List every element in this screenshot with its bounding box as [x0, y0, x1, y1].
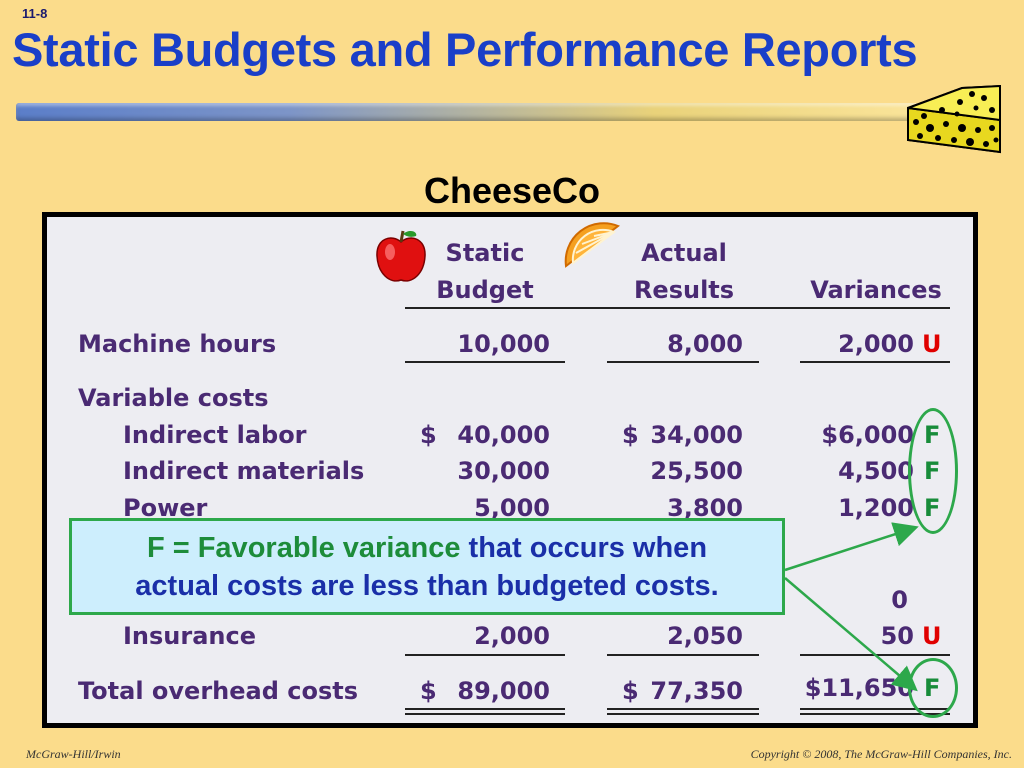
- rule: [405, 654, 565, 656]
- rule: [800, 361, 950, 363]
- footer-publisher: McGraw-Hill/Irwin: [26, 747, 121, 761]
- indirect-materials-flag: F: [924, 457, 941, 485]
- insurance-variance: 50: [880, 622, 914, 650]
- performance-report-table: [42, 212, 978, 728]
- machine-hours-label: Machine hours: [78, 330, 277, 358]
- callout-text: that occurs when: [460, 532, 708, 564]
- machine-hours-flag: U: [922, 330, 942, 358]
- static-budget-header-line1: Static: [445, 239, 525, 267]
- title-underline-bar: [16, 103, 928, 121]
- machine-hours-actual: 8,000: [667, 330, 743, 358]
- machine-hours-budget: 10,000: [457, 330, 550, 358]
- total-budget: 89,000: [457, 677, 550, 705]
- indirect-materials-label: Indirect materials: [123, 457, 365, 485]
- variances-header: Variances: [810, 276, 942, 304]
- power-variance: 1,200: [838, 494, 914, 522]
- rule: [405, 361, 565, 363]
- rule: [607, 654, 759, 656]
- callout-term: F = Favorable variance: [146, 532, 461, 564]
- actual-results-header-line1: Actual: [641, 239, 727, 267]
- callout-line1: F = Favorable variance that occurs when: [72, 529, 782, 567]
- indirect-labor-budget: 40,000: [457, 421, 550, 449]
- indirect-labor-actual-symbol: $: [622, 421, 639, 449]
- indirect-materials-variance: 4,500: [838, 457, 914, 485]
- insurance-actual: 2,050: [667, 622, 743, 650]
- total-overhead-label: Total overhead costs: [78, 677, 359, 705]
- header-rule: [405, 307, 950, 309]
- callout-line2: actual costs are less than budgeted cost…: [135, 570, 719, 602]
- total-budget-symbol: $: [420, 677, 437, 705]
- favorable-variance-callout: F = Favorable variance that occurs when …: [69, 518, 785, 615]
- total-actual-symbol: $: [622, 677, 639, 705]
- indirect-labor-label: Indirect labor: [123, 421, 307, 449]
- insurance-flag: U: [922, 622, 942, 650]
- variable-costs-header: Variable costs: [78, 384, 269, 412]
- indirect-labor-variance: $6,000: [821, 421, 914, 449]
- actual-results-header-line2: Results: [633, 276, 735, 304]
- machine-hours-variance: 2,000: [838, 330, 914, 358]
- slide-number: 11-8: [22, 6, 48, 21]
- static-budget-header-line2: Budget: [436, 276, 534, 304]
- footer-copyright: Copyright © 2008, The McGraw-Hill Compan…: [750, 747, 1012, 761]
- power-budget: 5,000: [474, 494, 550, 522]
- rule: [607, 361, 759, 363]
- cheese-icon: [907, 84, 1001, 154]
- double-rule: [800, 708, 950, 715]
- orange-slice-icon: [564, 222, 620, 268]
- indirect-materials-actual: 25,500: [650, 457, 743, 485]
- indirect-labor-actual: 34,000: [650, 421, 743, 449]
- slide-title: Static Budgets and Performance Reports: [12, 23, 918, 76]
- favorable-highlight-oval: [908, 408, 958, 534]
- indirect-labor-budget-symbol: $: [420, 421, 437, 449]
- double-rule: [405, 708, 565, 715]
- total-actual: 77,350: [650, 677, 743, 705]
- insurance-label: Insurance: [123, 622, 257, 650]
- fixed-cost-variance: 0: [891, 586, 908, 614]
- power-actual: 3,800: [667, 494, 743, 522]
- power-label: Power: [123, 494, 208, 522]
- company-name: CheeseCo: [423, 170, 601, 211]
- double-rule: [607, 708, 759, 715]
- apple-icon: [376, 230, 426, 282]
- insurance-budget: 2,000: [474, 622, 550, 650]
- indirect-materials-budget: 30,000: [457, 457, 550, 485]
